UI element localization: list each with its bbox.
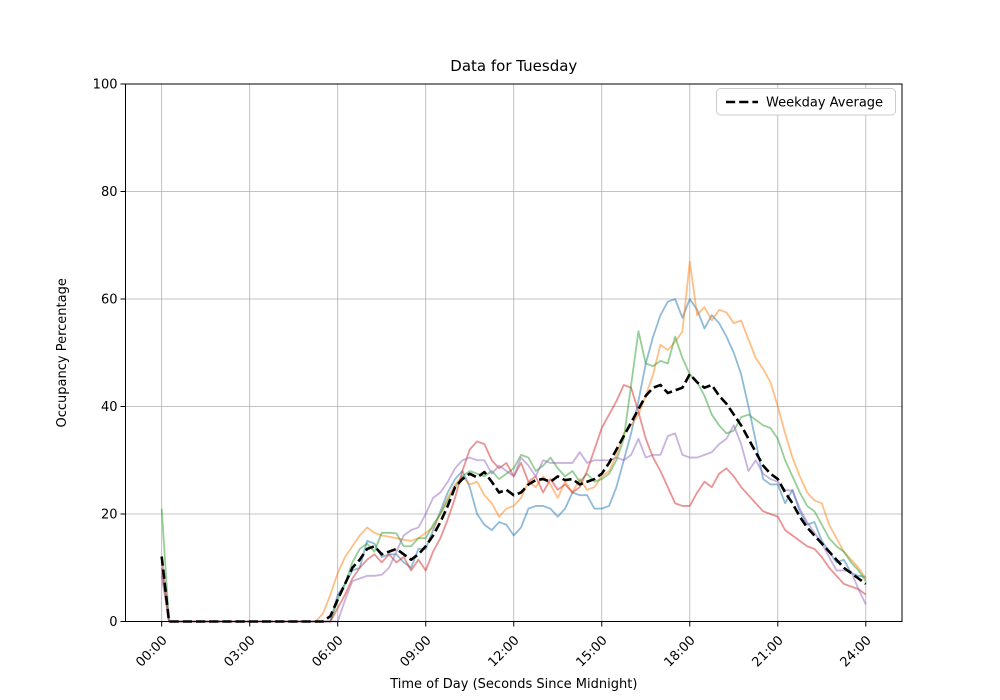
y-tick-label: 20 <box>101 508 118 523</box>
x-tick-label: 09:00 <box>397 633 434 670</box>
legend: Weekday Average <box>716 88 896 116</box>
y-tick-label: 80 <box>101 185 118 200</box>
x-tick-label: 15:00 <box>573 633 610 670</box>
x-tick-label: 12:00 <box>485 633 522 670</box>
x-tick-label: 06:00 <box>309 633 346 670</box>
x-tick-label: 03:00 <box>221 633 258 670</box>
y-axis-label: Occupancy Percentage <box>55 278 70 427</box>
y-tick-label: 60 <box>101 293 118 308</box>
y-tick-label: 40 <box>101 400 118 415</box>
tick-marks <box>120 83 867 627</box>
x-tick-label: 21:00 <box>750 633 787 670</box>
x-tick-label: 24:00 <box>838 633 875 670</box>
legend-label: Weekday Average <box>766 96 883 111</box>
y-tick-label: 0 <box>109 615 117 630</box>
x-tick-labels: 00:00 03:00 06:00 09:00 12:00 15:00 18:00 21:00… <box>133 633 874 670</box>
gridlines <box>125 83 902 622</box>
legend-box <box>716 88 896 116</box>
y-tick-label: 100 <box>93 78 118 93</box>
x-axis-label: Time of Day (Seconds Since Midnight) <box>389 677 637 692</box>
x-tick-label: 18:00 <box>662 633 699 670</box>
chart-title: Data for Tuesday <box>450 57 577 75</box>
y-tick-labels: 0 20 40 60 80 100 <box>93 78 118 631</box>
x-tick-label: 00:00 <box>133 633 170 670</box>
